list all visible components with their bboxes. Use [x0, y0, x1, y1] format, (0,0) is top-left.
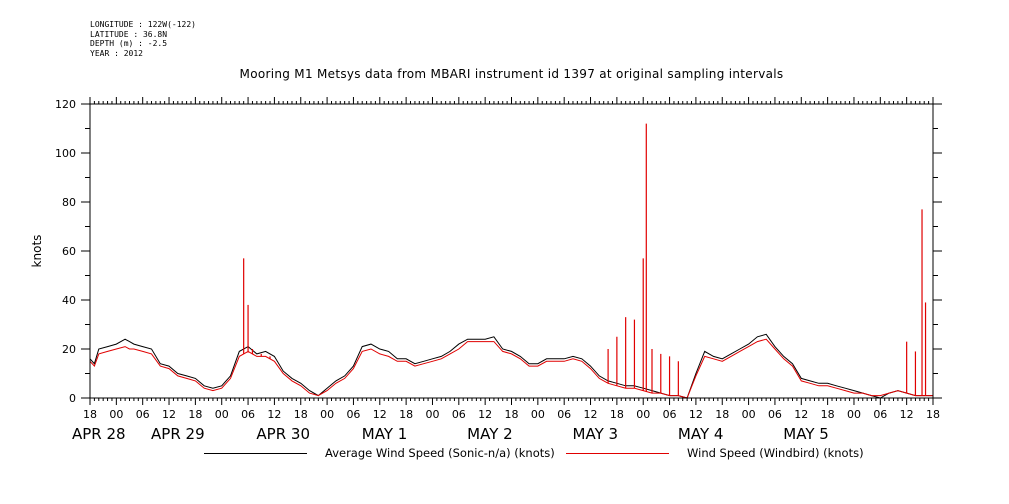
x-day-label: MAY 4	[678, 425, 724, 443]
plot-series-group	[89, 123, 933, 399]
x-tick-label: 18	[715, 408, 729, 421]
y-axis-label: knots	[30, 235, 44, 268]
year-label: YEAR : 2012	[90, 48, 143, 58]
metadata-block: LONGITUDE : 122W(-122) LATITUDE : 36.8N …	[90, 20, 196, 58]
y-tick-label: 60	[62, 245, 76, 258]
x-day-label: APR 29	[151, 425, 205, 443]
x-tick-label: 06	[768, 408, 782, 421]
legend: Average Wind Speed (Sonic-n/a) (knots) W…	[0, 446, 1009, 462]
x-tick-label: 18	[399, 408, 413, 421]
y-tick-label: 80	[62, 196, 76, 209]
series-line-1	[89, 338, 933, 399]
x-day-label: MAY 1	[362, 425, 408, 443]
series-line-0	[89, 333, 933, 399]
legend-item-windbird: Wind Speed (Windbird) (knots)	[566, 446, 864, 460]
legend-label-windbird: Wind Speed (Windbird) (knots)	[687, 446, 864, 460]
legend-swatch-red	[566, 452, 669, 454]
x-tick-label: 06	[241, 408, 255, 421]
x-tick-label: 00	[425, 408, 439, 421]
y-tick-label: 100	[55, 147, 76, 160]
longitude-label: LONGITUDE : 122W(-122)	[90, 20, 196, 29]
x-tick-label: 06	[663, 408, 677, 421]
x-day-label: APR 28	[72, 425, 126, 443]
x-tick-label: 00	[742, 408, 756, 421]
x-tick-label: 12	[794, 408, 808, 421]
legend-swatch-black	[204, 452, 307, 454]
x-tick-label: 00	[847, 408, 861, 421]
legend-item-sonic: Average Wind Speed (Sonic-n/a) (knots)	[204, 446, 555, 460]
x-tick-label: 00	[531, 408, 545, 421]
x-tick-label: 18	[505, 408, 519, 421]
x-day-label: MAY 3	[573, 425, 619, 443]
x-tick-label: 12	[584, 408, 598, 421]
x-tick-label: 18	[610, 408, 624, 421]
axes-group: 0 20 40 60 80 100 120 knots 18 00 06 12 18 00 06 12 18 00…	[30, 97, 942, 443]
x-tick-label: 18	[188, 408, 202, 421]
x-tick-label: 12	[478, 408, 492, 421]
x-tick-label: 12	[689, 408, 703, 421]
x-tick-label: 12	[900, 408, 914, 421]
x-tick-label: 06	[346, 408, 360, 421]
y-tick-label: 40	[62, 294, 76, 307]
legend-label-sonic: Average Wind Speed (Sonic-n/a) (knots)	[325, 446, 555, 460]
x-tick-label: 06	[557, 408, 571, 421]
x-tick-label: 00	[636, 408, 650, 421]
x-day-label: MAY 2	[467, 425, 513, 443]
x-tick-label: 00	[215, 408, 229, 421]
x-tick-label: 06	[873, 408, 887, 421]
x-tick-label: 12	[373, 408, 387, 421]
x-tick-label: 18	[83, 408, 97, 421]
x-tick-label: 00	[320, 408, 334, 421]
x-tick-label: 18	[294, 408, 308, 421]
x-tick-label: 12	[267, 408, 281, 421]
x-tick-label: 18	[926, 408, 940, 421]
depth-label: DEPTH (m) : -2.5	[90, 39, 168, 48]
x-tick-label: 12	[162, 408, 176, 421]
x-tick-label: 00	[109, 408, 123, 421]
y-tick-label: 0	[69, 392, 76, 405]
latitude-label: LATITUDE : 36.8N	[90, 29, 168, 39]
x-tick-label: 18	[821, 408, 835, 421]
x-day-label: MAY 5	[783, 425, 829, 443]
x-day-label: APR 30	[256, 425, 310, 443]
x-tick-label: 06	[452, 408, 466, 421]
y-tick-label: 20	[62, 343, 76, 356]
x-tick-label: 06	[136, 408, 150, 421]
y-tick-label: 120	[55, 98, 76, 111]
chart-title: Mooring M1 Metsys data from MBARI instru…	[239, 67, 784, 81]
